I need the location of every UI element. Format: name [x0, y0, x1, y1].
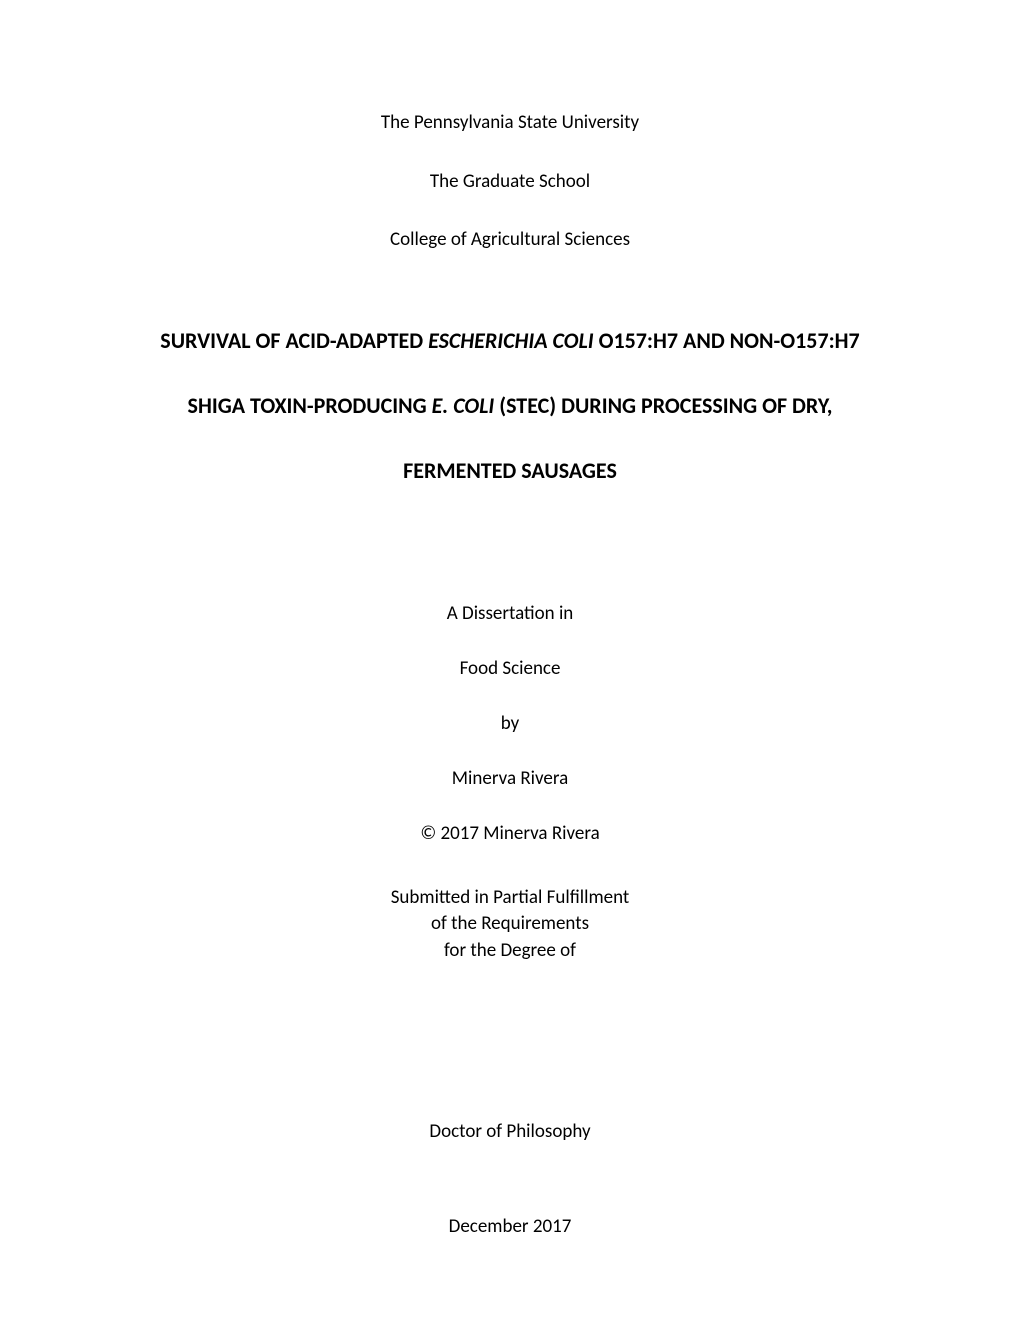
title-line-1-pre: SURVIVAL OF ACID-ADAPTED — [160, 327, 428, 354]
college-name: College of Agricultural Sciences — [120, 227, 900, 254]
dissertation-intro: A Dissertation in — [120, 602, 900, 625]
dissertation-title: SURVIVAL OF ACID-ADAPTED ESCHERICHIA COL… — [120, 324, 900, 487]
degree-name: Doctor of Philosophy — [120, 1120, 900, 1143]
title-line-2-pre: SHIGA TOXIN-PRODUCING — [188, 392, 432, 419]
title-line-1: SURVIVAL OF ACID-ADAPTED ESCHERICHIA COL… — [120, 324, 900, 357]
title-line-2: SHIGA TOXIN-PRODUCING E. COLI (STEC) DUR… — [120, 389, 900, 422]
title-line-2-post: (STEC) DURING PROCESSING OF DRY, — [494, 392, 832, 419]
university-name: The Pennsylvania State University — [120, 110, 900, 137]
title-line-1-italic: ESCHERICHIA COLI — [428, 327, 594, 354]
submission-line-3: for the Degree of — [120, 938, 900, 965]
header-block: The Pennsylvania State University The Gr… — [120, 110, 900, 254]
dissertation-author: Minerva Rivera — [120, 767, 900, 790]
title-line-2-italic: E. COLI — [432, 392, 495, 419]
title-line-1-post: O157:H7 AND NON-O157:H7 — [594, 327, 860, 354]
submission-line-1: Submitted in Partial Fulfillment — [120, 885, 900, 912]
submission-line-2: of the Requirements — [120, 911, 900, 938]
dissertation-info-block: A Dissertation in Food Science by Minerv… — [120, 602, 900, 845]
dissertation-copyright: © 2017 Minerva Rivera — [120, 822, 900, 845]
graduate-school: The Graduate School — [120, 169, 900, 196]
dissertation-by: by — [120, 712, 900, 735]
dissertation-date: December 2017 — [120, 1215, 900, 1238]
title-line-3: FERMENTED SAUSAGES — [120, 454, 900, 487]
submission-block: Submitted in Partial Fulfillment of the … — [120, 885, 900, 965]
dissertation-field: Food Science — [120, 657, 900, 680]
